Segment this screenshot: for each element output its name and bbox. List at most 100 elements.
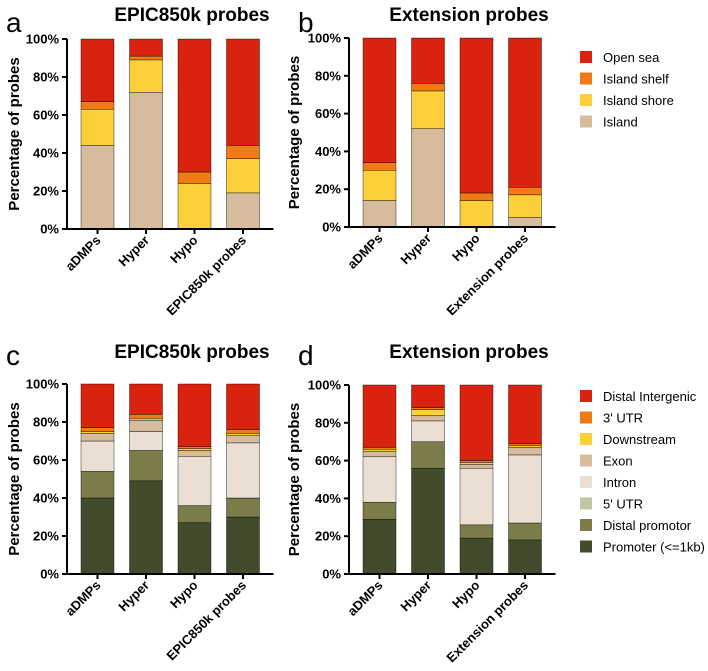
legend-label: Downstream [603, 432, 676, 447]
x-tick-label: Extension probes [443, 578, 531, 666]
bar-segment-distal-promotor [80, 471, 115, 499]
bar-segment-promoter-1kb [459, 537, 494, 575]
bar-segment-3-utr [80, 427, 115, 432]
bar-segment-island-shelf [129, 55, 163, 61]
legend-swatch [580, 497, 592, 510]
bar-segment-open-sea [80, 38, 115, 102]
legend-label: Promoter (<=1kb) [603, 540, 705, 555]
bar-segment-island-shelf [411, 83, 445, 92]
bar-segment-promoter-1kb [362, 518, 397, 575]
y-tick-label: 40% [33, 491, 59, 506]
y-axis-label: Percentage of probes [286, 56, 303, 209]
legend-label: 3' UTR [603, 411, 643, 426]
bar-segment-distal-promotor [411, 441, 445, 469]
bar-segment-island-shore [177, 183, 212, 230]
x-tick-label: Hypo [167, 232, 201, 266]
x-tick-label: Hyper [115, 578, 152, 615]
y-tick-label: 0% [40, 567, 59, 582]
bar-segment-open-sea [508, 37, 542, 188]
bar-segment-intron [129, 431, 163, 451]
y-tick-label: 60% [33, 108, 59, 123]
bar-segment-downstream [459, 462, 494, 465]
bar-segment-island [129, 91, 163, 230]
x-tick-label: aDMPs [62, 233, 103, 274]
x-tick-label: Hyper [115, 233, 152, 270]
legend-swatch [580, 51, 592, 63]
bar-segment-3-utr [411, 407, 445, 410]
bar-segment-promoter-1kb [80, 497, 115, 575]
legend-swatch [580, 433, 592, 445]
y-tick-label: 20% [315, 182, 341, 197]
bar-segment-distal-promotor [129, 450, 163, 482]
bar-segment-distal-promotor [226, 497, 260, 518]
bar-segment-open-sea [411, 37, 445, 84]
bar-segment-island [80, 145, 115, 230]
bar-segment-exon [411, 415, 445, 422]
bar-segment-island-shelf [226, 145, 260, 159]
bar-segment-intron [177, 456, 212, 506]
bar-segment-distal-intergenic [508, 384, 542, 444]
legend-swatch [580, 72, 592, 85]
y-tick-label: 60% [315, 106, 341, 121]
legend-swatch [580, 411, 592, 424]
legend-swatch [580, 454, 592, 467]
bar-segment-open-sea [459, 37, 494, 194]
chart-title: Extension probes [389, 342, 548, 363]
bar-segment-island-shore [411, 90, 445, 129]
bar-segment-3-utr [362, 447, 397, 450]
bar-segment-island-shelf [459, 192, 494, 201]
bar-segment-intron [508, 454, 542, 524]
y-axis-label: Percentage of probes [6, 57, 23, 210]
y-tick-label: 60% [33, 453, 59, 468]
bar-segment-distal-intergenic [226, 383, 260, 430]
legend-swatch [580, 390, 592, 402]
bar-segment-island-shore [80, 109, 115, 146]
x-tick-label: Hypo [167, 577, 201, 611]
bar-segment-3-utr [226, 429, 260, 434]
bar-segment-distal-intergenic [177, 383, 212, 447]
y-axis-label: Percentage of probes [6, 402, 23, 555]
legend-label: Distal Intergenic [603, 389, 697, 404]
y-tick-label: 80% [33, 415, 59, 430]
x-tick-label: aDMPs [62, 578, 103, 619]
x-tick-label: aDMPs [344, 578, 385, 619]
bar-segment-island-shelf [362, 162, 397, 171]
x-tick-label: Hyper [397, 231, 434, 268]
bar-segment-island-shore [508, 194, 542, 218]
bar-segment-island-shelf [508, 187, 542, 196]
bar-segment-distal-intergenic [80, 383, 115, 428]
bar-segment-open-sea [362, 37, 397, 163]
bar-segment-exon [226, 435, 260, 444]
bar-segment-distal-promotor [508, 522, 542, 541]
y-tick-label: 80% [315, 415, 341, 430]
legend-swatch [580, 115, 592, 128]
bar-segment-distal-promotor [362, 501, 397, 520]
chart-title: Extension probes [389, 5, 548, 26]
bar-segment-intron [459, 467, 494, 526]
chart-title: EPIC850k probes [114, 342, 269, 363]
bar-segment-distal-intergenic [362, 384, 397, 448]
bar-segment-island-shore [129, 59, 163, 93]
bar-segment-exon [362, 450, 397, 458]
bar-segment-intron [226, 442, 260, 499]
legend-label: Exon [603, 454, 633, 469]
bar-segment-distal-promotor [177, 505, 212, 523]
y-tick-label: 0% [322, 567, 341, 582]
y-tick-label: 100% [308, 378, 342, 393]
bar-segment-promoter-1kb [226, 516, 260, 575]
bar-segment-island-shelf [80, 101, 115, 110]
y-tick-label: 100% [308, 31, 342, 46]
y-tick-label: 0% [40, 222, 59, 237]
panel-letter: a [6, 7, 22, 38]
bar-segment-open-sea [129, 38, 163, 57]
bar-segment-open-sea [226, 38, 260, 146]
bar-segment-promoter-1kb [411, 467, 445, 575]
bar-segment-downstream [362, 449, 397, 452]
legend-swatch [580, 540, 592, 553]
bar-segment-distal-intergenic [459, 384, 494, 461]
bar-segment-island [226, 192, 260, 230]
legend: Distal Intergenic 3' UTR Downstream Exon Int… [580, 389, 705, 555]
bar-segment-exon [459, 464, 494, 469]
